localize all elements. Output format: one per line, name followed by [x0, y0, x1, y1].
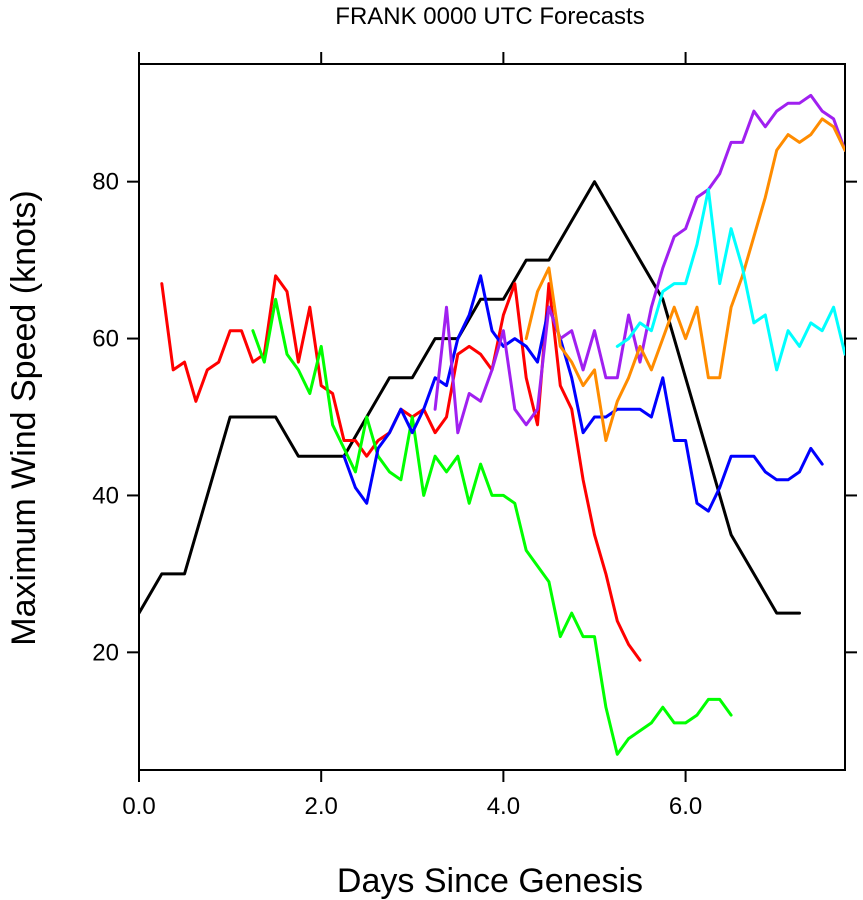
plot-frame	[138, 63, 846, 771]
series-line-4	[342, 274, 824, 513]
y-tick-label: 60	[92, 326, 119, 353]
series-line-6	[524, 117, 845, 442]
series-line-7	[615, 188, 845, 372]
series-line-1	[139, 180, 801, 615]
y-axis-label: Maximum Wind Speed (knots)	[5, 190, 43, 645]
y-tick-label: 80	[92, 169, 119, 196]
x-tick-label: 0.0	[122, 793, 155, 820]
y-tick-label: 40	[92, 482, 119, 509]
chart-title: FRANK 0000 UTC Forecasts	[335, 3, 644, 30]
series-line-3	[251, 297, 733, 756]
series-line-5	[433, 93, 845, 435]
series-group	[139, 93, 845, 756]
x-tick-label: 6.0	[669, 793, 702, 820]
x-axis-label: Days Since Genesis	[337, 862, 643, 900]
axes: 0.0 2.0 4.0 6.0 20 40 60 80	[92, 52, 857, 820]
x-tick-label: 4.0	[487, 793, 520, 820]
x-tick-label: 2.0	[305, 793, 338, 820]
y-tick-label: 20	[92, 639, 119, 666]
